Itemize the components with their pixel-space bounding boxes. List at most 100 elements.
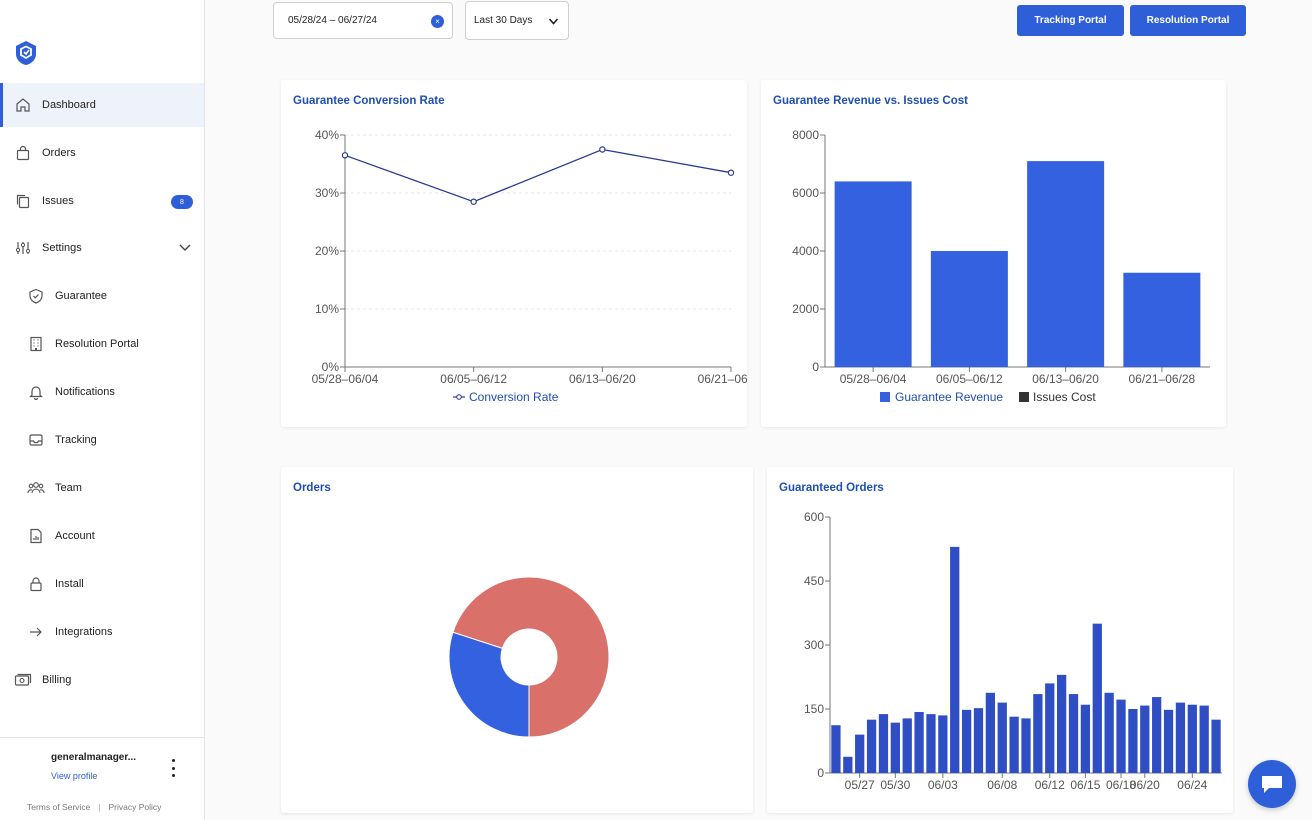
chat-button[interactable] (1248, 760, 1296, 808)
date-range-input[interactable]: 05/28/24 – 06/27/24 × (273, 2, 453, 39)
sidebar-item-orders[interactable]: Orders (0, 131, 204, 175)
y-tick-label: 600 (804, 510, 824, 524)
guaranteed-orders-card: Guaranteed Orders 0 150 300 450 600 05/27 05/3… (767, 467, 1233, 813)
y-tick-label: 150 (804, 702, 824, 716)
sidebar-item-label: Settings (42, 242, 82, 254)
guaranteed-orders-bar (1175, 702, 1186, 773)
sidebar-item-integrations[interactable]: Integrations (0, 610, 204, 654)
pie-slice (448, 631, 530, 738)
sidebar-item-label: Resolution Portal (55, 338, 139, 350)
revenue-vs-cost-chart: 0 2000 4000 6000 8000 05/28–06/04 06/05–06/12 0… (792, 128, 1210, 404)
date-range-value: 05/28/24 – 06/27/24 (288, 15, 377, 26)
sliders-icon (14, 239, 32, 257)
more-vertical-icon[interactable] (164, 756, 182, 780)
clear-icon[interactable]: × (431, 15, 444, 28)
lock-icon (27, 575, 45, 593)
guaranteed-orders-bar (1163, 709, 1174, 773)
guaranteed-orders-bar (902, 718, 912, 773)
guaranteed-orders-bar (950, 546, 960, 773)
profile-name: generalmanager... (51, 752, 137, 763)
sidebar-item-label: Issues (42, 195, 74, 207)
report-icon (27, 527, 45, 545)
guaranteed-orders-bar (843, 756, 853, 773)
y-tick-label: 10% (315, 302, 339, 316)
legend-label: Conversion Rate (469, 390, 559, 404)
conversion-rate-chart: 0% 10% 20% 30% 40% 05/28–06/04 06/05–06/12 06/1… (312, 128, 747, 404)
x-tick-label: 06/21–06/28 (1129, 372, 1196, 386)
x-tick-label: 06/12 (1035, 778, 1065, 792)
chevron-down-icon[interactable] (178, 240, 192, 254)
money-icon (14, 671, 32, 689)
sidebar-item-tracking[interactable]: Tracking (0, 418, 204, 462)
conversion-rate-card: Guarantee Conversion Rate 0% 10% 20% 30% 40%… (281, 80, 747, 427)
y-tick-label: 300 (804, 638, 824, 652)
sidebar-item-label: Install (55, 578, 84, 590)
sidebar-item-label: Billing (42, 674, 72, 686)
tracking-portal-button[interactable]: Tracking Portal (1017, 5, 1124, 36)
footer-separator: | (98, 802, 101, 812)
guaranteed-orders-bar (1211, 719, 1221, 773)
bell-icon (27, 383, 45, 401)
period-select[interactable]: Last 30 Days (465, 1, 569, 40)
card-title: Guarantee Revenue vs. Issues Cost (773, 95, 968, 107)
sidebar-item-label: Notifications (55, 386, 115, 398)
y-tick-label: 0% (322, 360, 340, 374)
guaranteed-orders-bar (985, 692, 995, 773)
chat-icon (1262, 776, 1282, 793)
y-tick-label: 4000 (792, 244, 819, 258)
sidebar-item-account[interactable]: Account (0, 514, 204, 558)
guaranteed-orders-bar (1116, 699, 1126, 773)
building-icon (27, 335, 45, 353)
privacy-link[interactable]: Privacy Policy (108, 802, 162, 812)
y-tick-label: 0 (812, 360, 819, 374)
x-tick-label: 06/05–06/12 (440, 372, 507, 386)
y-tick-label: 2000 (792, 302, 819, 316)
x-tick-label: 06/08 (987, 778, 1017, 792)
legend-swatch (1019, 392, 1029, 402)
resolution-portal-button[interactable]: Resolution Portal (1130, 5, 1246, 36)
guaranteed-orders-bar (926, 714, 936, 773)
sidebar-item-guarantee[interactable]: Guarantee (0, 274, 204, 318)
guaranteed-orders-bar (1128, 709, 1138, 773)
sidebar-item-team[interactable]: Team (0, 466, 204, 510)
sidebar-item-label: Team (55, 482, 82, 494)
y-tick-label: 20% (315, 244, 339, 258)
inbox-icon (27, 431, 45, 449)
revenue-bar (1027, 161, 1105, 367)
guaranteed-orders-bar (1080, 704, 1091, 773)
pie-slice (452, 576, 610, 738)
sidebar-item-settings[interactable]: Settings (0, 226, 204, 270)
guaranteed-orders-bar (961, 709, 972, 773)
sidebar: Dashboard Orders Issues 8 Settings Guara… (0, 0, 205, 820)
x-tick-label: 06/18 (1106, 778, 1136, 792)
sidebar-item-label: Dashboard (42, 99, 96, 111)
footer-links: Terms of Service | Privacy Policy (27, 802, 161, 812)
guaranteed-orders-bar (855, 734, 865, 773)
sidebar-item-notifications[interactable]: Notifications (0, 370, 204, 414)
sidebar-item-label: Integrations (55, 626, 113, 638)
guaranteed-orders-bar (1045, 683, 1055, 773)
x-tick-label: 06/03 (928, 778, 958, 792)
revenue-bar (1123, 272, 1201, 367)
guaranteed-orders-bar (1199, 705, 1209, 773)
x-tick-label: 05/28–06/04 (840, 372, 907, 386)
sidebar-item-resolution-portal[interactable]: Resolution Portal (0, 322, 204, 366)
x-tick-label: 06/13–06/20 (569, 372, 636, 386)
shield-check-icon (27, 287, 45, 305)
terms-link[interactable]: Terms of Service (27, 802, 91, 812)
guaranteed-orders-bar (973, 708, 984, 773)
sidebar-item-label: Orders (42, 147, 76, 159)
orders-donut-chart (448, 576, 610, 738)
sidebar-item-install[interactable]: Install (0, 562, 204, 606)
legend-marker-point (456, 394, 462, 400)
guaranteed-orders-bar (1068, 694, 1079, 773)
sidebar-item-dashboard[interactable]: Dashboard (0, 83, 204, 127)
sidebar-item-billing[interactable]: Billing (0, 658, 204, 702)
sidebar-item-issues[interactable]: Issues 8 (0, 179, 204, 223)
guaranteed-orders-bar (878, 714, 889, 773)
view-profile-link[interactable]: View profile (51, 771, 98, 781)
logo-shield-icon[interactable] (14, 40, 38, 66)
issues-count-badge: 8 (171, 195, 193, 209)
y-tick-label: 450 (804, 574, 824, 588)
